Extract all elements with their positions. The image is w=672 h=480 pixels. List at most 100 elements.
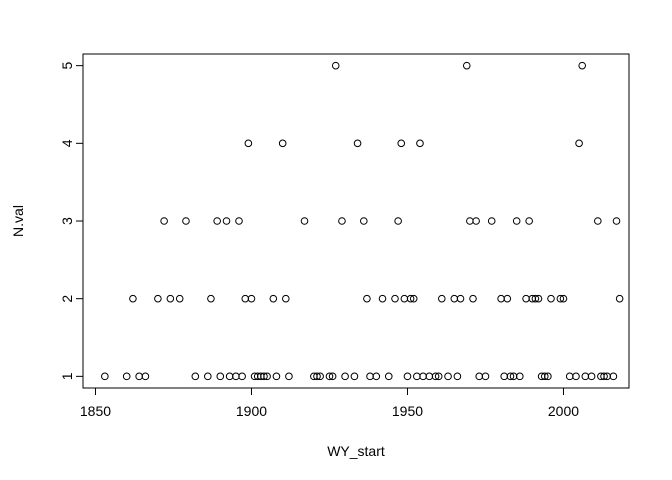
x-tick-label: 1850 xyxy=(80,403,111,419)
data-point xyxy=(154,294,162,303)
data-point xyxy=(438,294,446,303)
x-axis-title: WY_start xyxy=(327,443,385,459)
data-point xyxy=(450,294,459,303)
data-point xyxy=(225,372,234,381)
data-point xyxy=(325,372,334,381)
data-point xyxy=(556,294,565,303)
data-point xyxy=(278,139,287,148)
plot-frame xyxy=(82,53,630,389)
x-axis: 1850 1900 1950 2000 xyxy=(80,387,579,419)
data-point xyxy=(534,294,543,303)
data-point xyxy=(129,294,137,303)
x-tick-label: 2000 xyxy=(548,403,579,419)
y-tick-label: 2 xyxy=(59,295,75,303)
data-point xyxy=(360,217,368,225)
data-point xyxy=(416,139,424,148)
data-point xyxy=(462,61,471,70)
data-point xyxy=(207,294,215,303)
data-point xyxy=(547,294,555,303)
data-point xyxy=(425,372,434,381)
data-point xyxy=(615,294,624,303)
data-point xyxy=(384,372,393,381)
y-axis-title: N.val xyxy=(10,205,26,237)
data-point xyxy=(213,217,221,225)
y-axis: 1 2 3 4 5 xyxy=(59,62,84,380)
data-point xyxy=(263,372,271,381)
data-point xyxy=(406,294,415,303)
data-point xyxy=(466,217,474,225)
data-point xyxy=(316,372,324,381)
data-point xyxy=(497,294,505,303)
data-point xyxy=(272,372,281,381)
data-point xyxy=(453,372,462,381)
data-point xyxy=(238,372,246,381)
data-point xyxy=(565,372,574,381)
data-point xyxy=(472,217,480,225)
data-point xyxy=(191,372,200,381)
y-tick-label: 3 xyxy=(59,217,75,225)
data-point xyxy=(235,217,243,225)
data-point xyxy=(475,372,484,381)
data-point xyxy=(487,217,496,225)
data-point xyxy=(544,372,552,381)
data-point xyxy=(244,139,253,148)
data-point xyxy=(328,372,337,381)
data-point xyxy=(313,372,321,381)
data-point xyxy=(512,217,521,225)
data-point xyxy=(431,372,440,381)
data-point xyxy=(175,294,184,303)
data-point xyxy=(101,372,109,381)
data-point xyxy=(434,372,443,381)
data-point xyxy=(525,217,533,225)
data-point xyxy=(575,139,583,148)
data-point xyxy=(413,372,421,381)
data-point xyxy=(581,372,590,381)
data-point xyxy=(612,217,621,225)
data-point xyxy=(578,61,587,70)
data-point xyxy=(609,372,618,381)
data-point xyxy=(166,294,175,303)
data-point xyxy=(378,294,387,303)
data-point xyxy=(350,372,359,381)
y-tick-label: 5 xyxy=(59,62,75,70)
data-point xyxy=(338,217,346,225)
data-point xyxy=(141,372,150,381)
data-point xyxy=(506,372,515,381)
data-point xyxy=(366,372,374,381)
data-point xyxy=(204,372,212,381)
data-point xyxy=(135,372,143,381)
data-point xyxy=(222,217,231,225)
data-point xyxy=(182,217,190,225)
data-point xyxy=(269,294,278,303)
data-point xyxy=(559,294,568,303)
data-point xyxy=(394,217,402,225)
data-point xyxy=(594,217,602,225)
data-point xyxy=(500,372,509,381)
data-point xyxy=(300,217,309,225)
data-point xyxy=(516,372,524,381)
data-point xyxy=(372,372,381,381)
data-point xyxy=(216,372,225,381)
data-point xyxy=(160,217,168,225)
data-point xyxy=(260,372,268,381)
data-point xyxy=(540,372,549,381)
data-point xyxy=(531,294,540,303)
data-point xyxy=(587,372,596,381)
y-tick-label: 1 xyxy=(59,372,75,380)
data-point xyxy=(409,294,418,303)
y-tick-label: 4 xyxy=(59,139,75,147)
data-point xyxy=(400,294,409,303)
data-point xyxy=(391,294,399,303)
data-point xyxy=(363,294,371,303)
data-point xyxy=(403,372,412,381)
points-layer xyxy=(101,61,624,381)
data-point xyxy=(481,372,490,381)
data-point xyxy=(247,294,256,303)
data-point xyxy=(122,372,131,381)
data-point xyxy=(444,372,452,381)
x-tick-label: 1950 xyxy=(392,403,423,419)
data-point xyxy=(503,294,512,303)
data-point xyxy=(522,294,530,303)
data-point xyxy=(331,61,340,70)
